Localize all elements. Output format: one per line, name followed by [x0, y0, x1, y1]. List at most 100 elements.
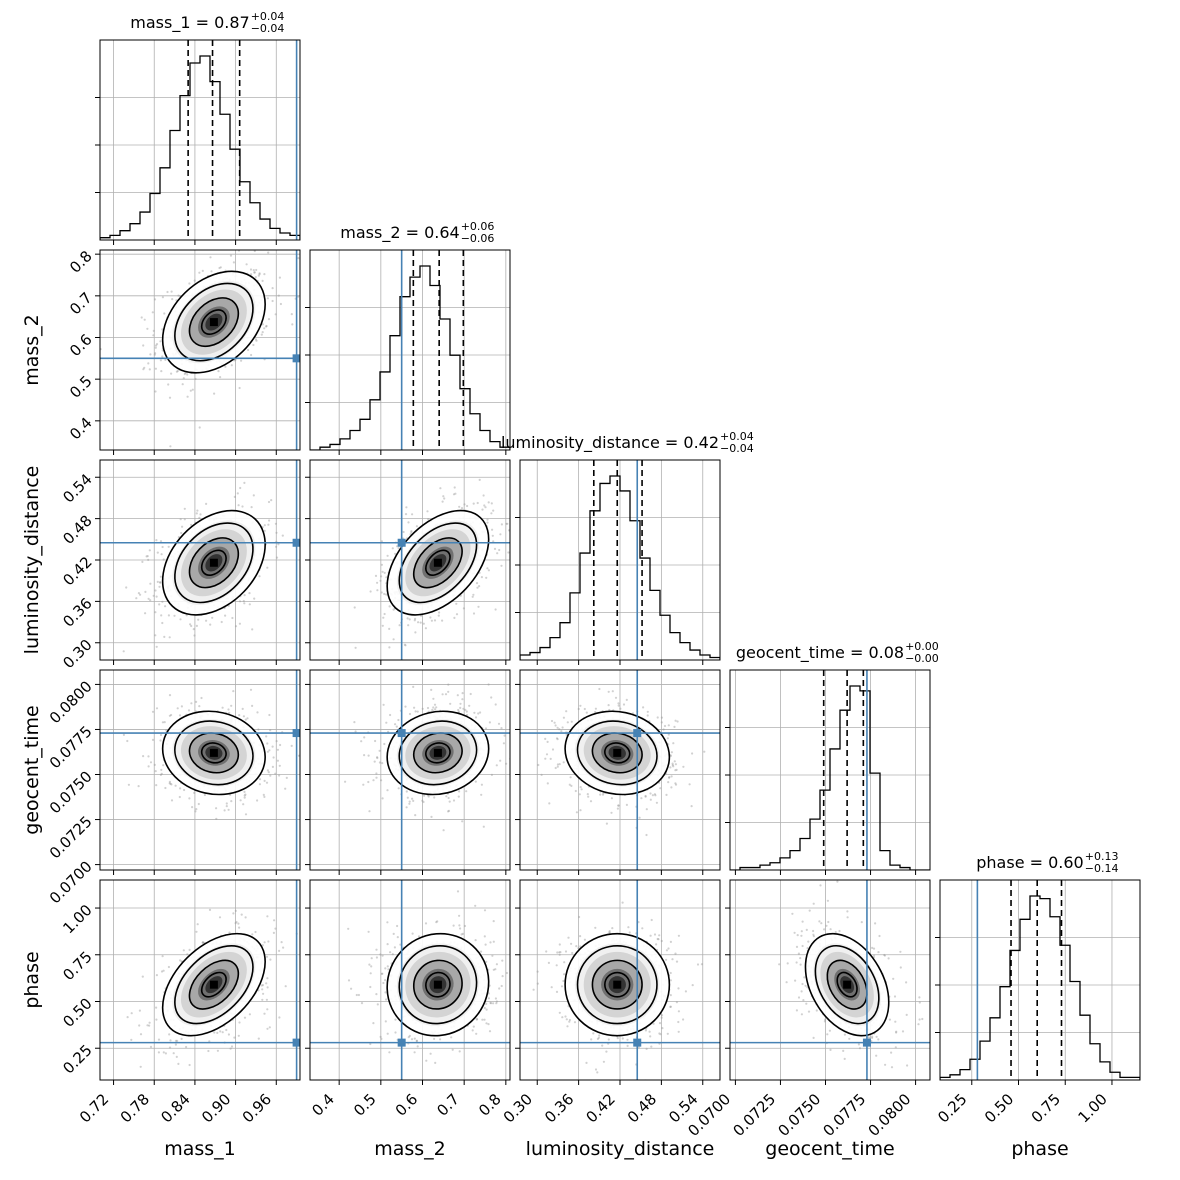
scatter-point	[266, 1008, 269, 1011]
scatter-point	[155, 1006, 158, 1009]
scatter-point	[456, 694, 459, 697]
truth-marker	[397, 538, 406, 547]
scatter-point	[513, 777, 515, 779]
scatter-point	[667, 781, 670, 784]
scatter-point	[146, 1024, 149, 1027]
scatter-point	[656, 716, 659, 719]
scatter-point	[230, 704, 233, 707]
scatter-point	[239, 799, 242, 802]
scatter-point	[550, 719, 554, 723]
scatter-point	[558, 728, 561, 731]
scatter-point	[458, 924, 461, 927]
scatter-point	[383, 592, 386, 596]
contour	[174, 522, 254, 604]
scatter-point	[566, 721, 569, 724]
scatter-point	[380, 563, 383, 566]
scatter-point	[452, 799, 456, 802]
scatter-point	[403, 643, 406, 646]
scatter-point	[193, 791, 196, 795]
truth-marker	[633, 729, 642, 738]
scatter-point	[216, 1049, 219, 1052]
scatter-point	[275, 531, 278, 534]
contour	[161, 710, 266, 796]
scatter-point	[353, 721, 356, 724]
scatter-point	[458, 790, 461, 793]
scatter-point	[243, 796, 246, 799]
scatter-point	[381, 624, 384, 627]
scatter-point	[258, 778, 262, 781]
panel-mass_2-luminosity_distance	[305, 459, 511, 665]
scatter-point	[273, 919, 276, 922]
scatter-point	[243, 481, 246, 484]
scatter-point	[254, 930, 257, 934]
scatter-point	[280, 941, 283, 944]
contour	[200, 549, 227, 576]
panel-content	[100, 880, 300, 1080]
scatter-point	[198, 705, 201, 708]
scatter-point	[169, 782, 172, 786]
scatter-point	[247, 348, 250, 352]
scatter-point	[209, 256, 212, 259]
panel-luminosity_distance-geocent_time	[513, 669, 721, 875]
scatter-point	[622, 703, 626, 706]
scatter-point	[472, 502, 475, 505]
scatter-point	[159, 359, 162, 362]
scatter-point	[232, 690, 235, 693]
scatter-point	[249, 688, 253, 691]
scatter-point	[278, 1016, 281, 1019]
scatter-point	[659, 787, 662, 790]
scatter-point	[619, 707, 622, 710]
scatter-point	[263, 795, 266, 799]
scatter-point	[430, 815, 433, 819]
scatter-point	[447, 690, 450, 693]
scatter-point	[219, 1030, 222, 1033]
scatter-point	[217, 370, 220, 373]
panel-frame	[729, 669, 931, 871]
scatter-point	[481, 508, 484, 511]
scatter-point	[461, 698, 464, 701]
scatter-point	[161, 600, 164, 603]
scatter-point	[268, 1026, 271, 1029]
scatter-point	[486, 567, 489, 570]
scatter-point	[195, 512, 198, 515]
scatter-point	[475, 582, 479, 585]
scatter-point	[556, 765, 559, 768]
scatter-point	[688, 783, 691, 786]
scatter-point	[425, 1059, 428, 1062]
scatter-point	[250, 353, 253, 357]
scatter-point	[457, 708, 460, 712]
scatter-point	[381, 797, 384, 800]
histogram-mass_1	[100, 55, 300, 240]
scatter-point	[224, 365, 227, 368]
scatter-point	[213, 392, 216, 395]
scatter-point	[161, 328, 164, 331]
scatter-point	[427, 795, 430, 798]
scatter-point	[473, 711, 476, 714]
scatter-point	[185, 1045, 188, 1049]
scatter-point	[426, 510, 429, 513]
scatter-point	[243, 794, 246, 797]
scatter-point	[675, 768, 678, 772]
scatter-point	[617, 804, 620, 807]
scatter-point	[265, 324, 268, 328]
scatter-point	[258, 575, 261, 578]
scatter-point	[466, 504, 469, 508]
scatter-point	[257, 274, 260, 277]
scatter-point	[565, 710, 568, 713]
scatter-point	[459, 927, 462, 930]
scatter-point	[213, 1031, 216, 1034]
scatter-point	[269, 729, 272, 732]
scatter-point	[372, 779, 375, 782]
scatter-point	[141, 560, 144, 564]
scatter-point	[130, 1038, 133, 1041]
scatter-point	[267, 500, 271, 504]
scatter-point	[486, 521, 489, 524]
scatter-point	[277, 543, 280, 546]
scatter-point	[480, 793, 483, 796]
scatter-point	[265, 982, 268, 985]
scatter-point	[253, 271, 256, 274]
scatter-point	[500, 564, 503, 567]
scatter-point	[152, 334, 155, 337]
scatter-point	[189, 389, 192, 392]
scatter-point	[274, 522, 277, 525]
